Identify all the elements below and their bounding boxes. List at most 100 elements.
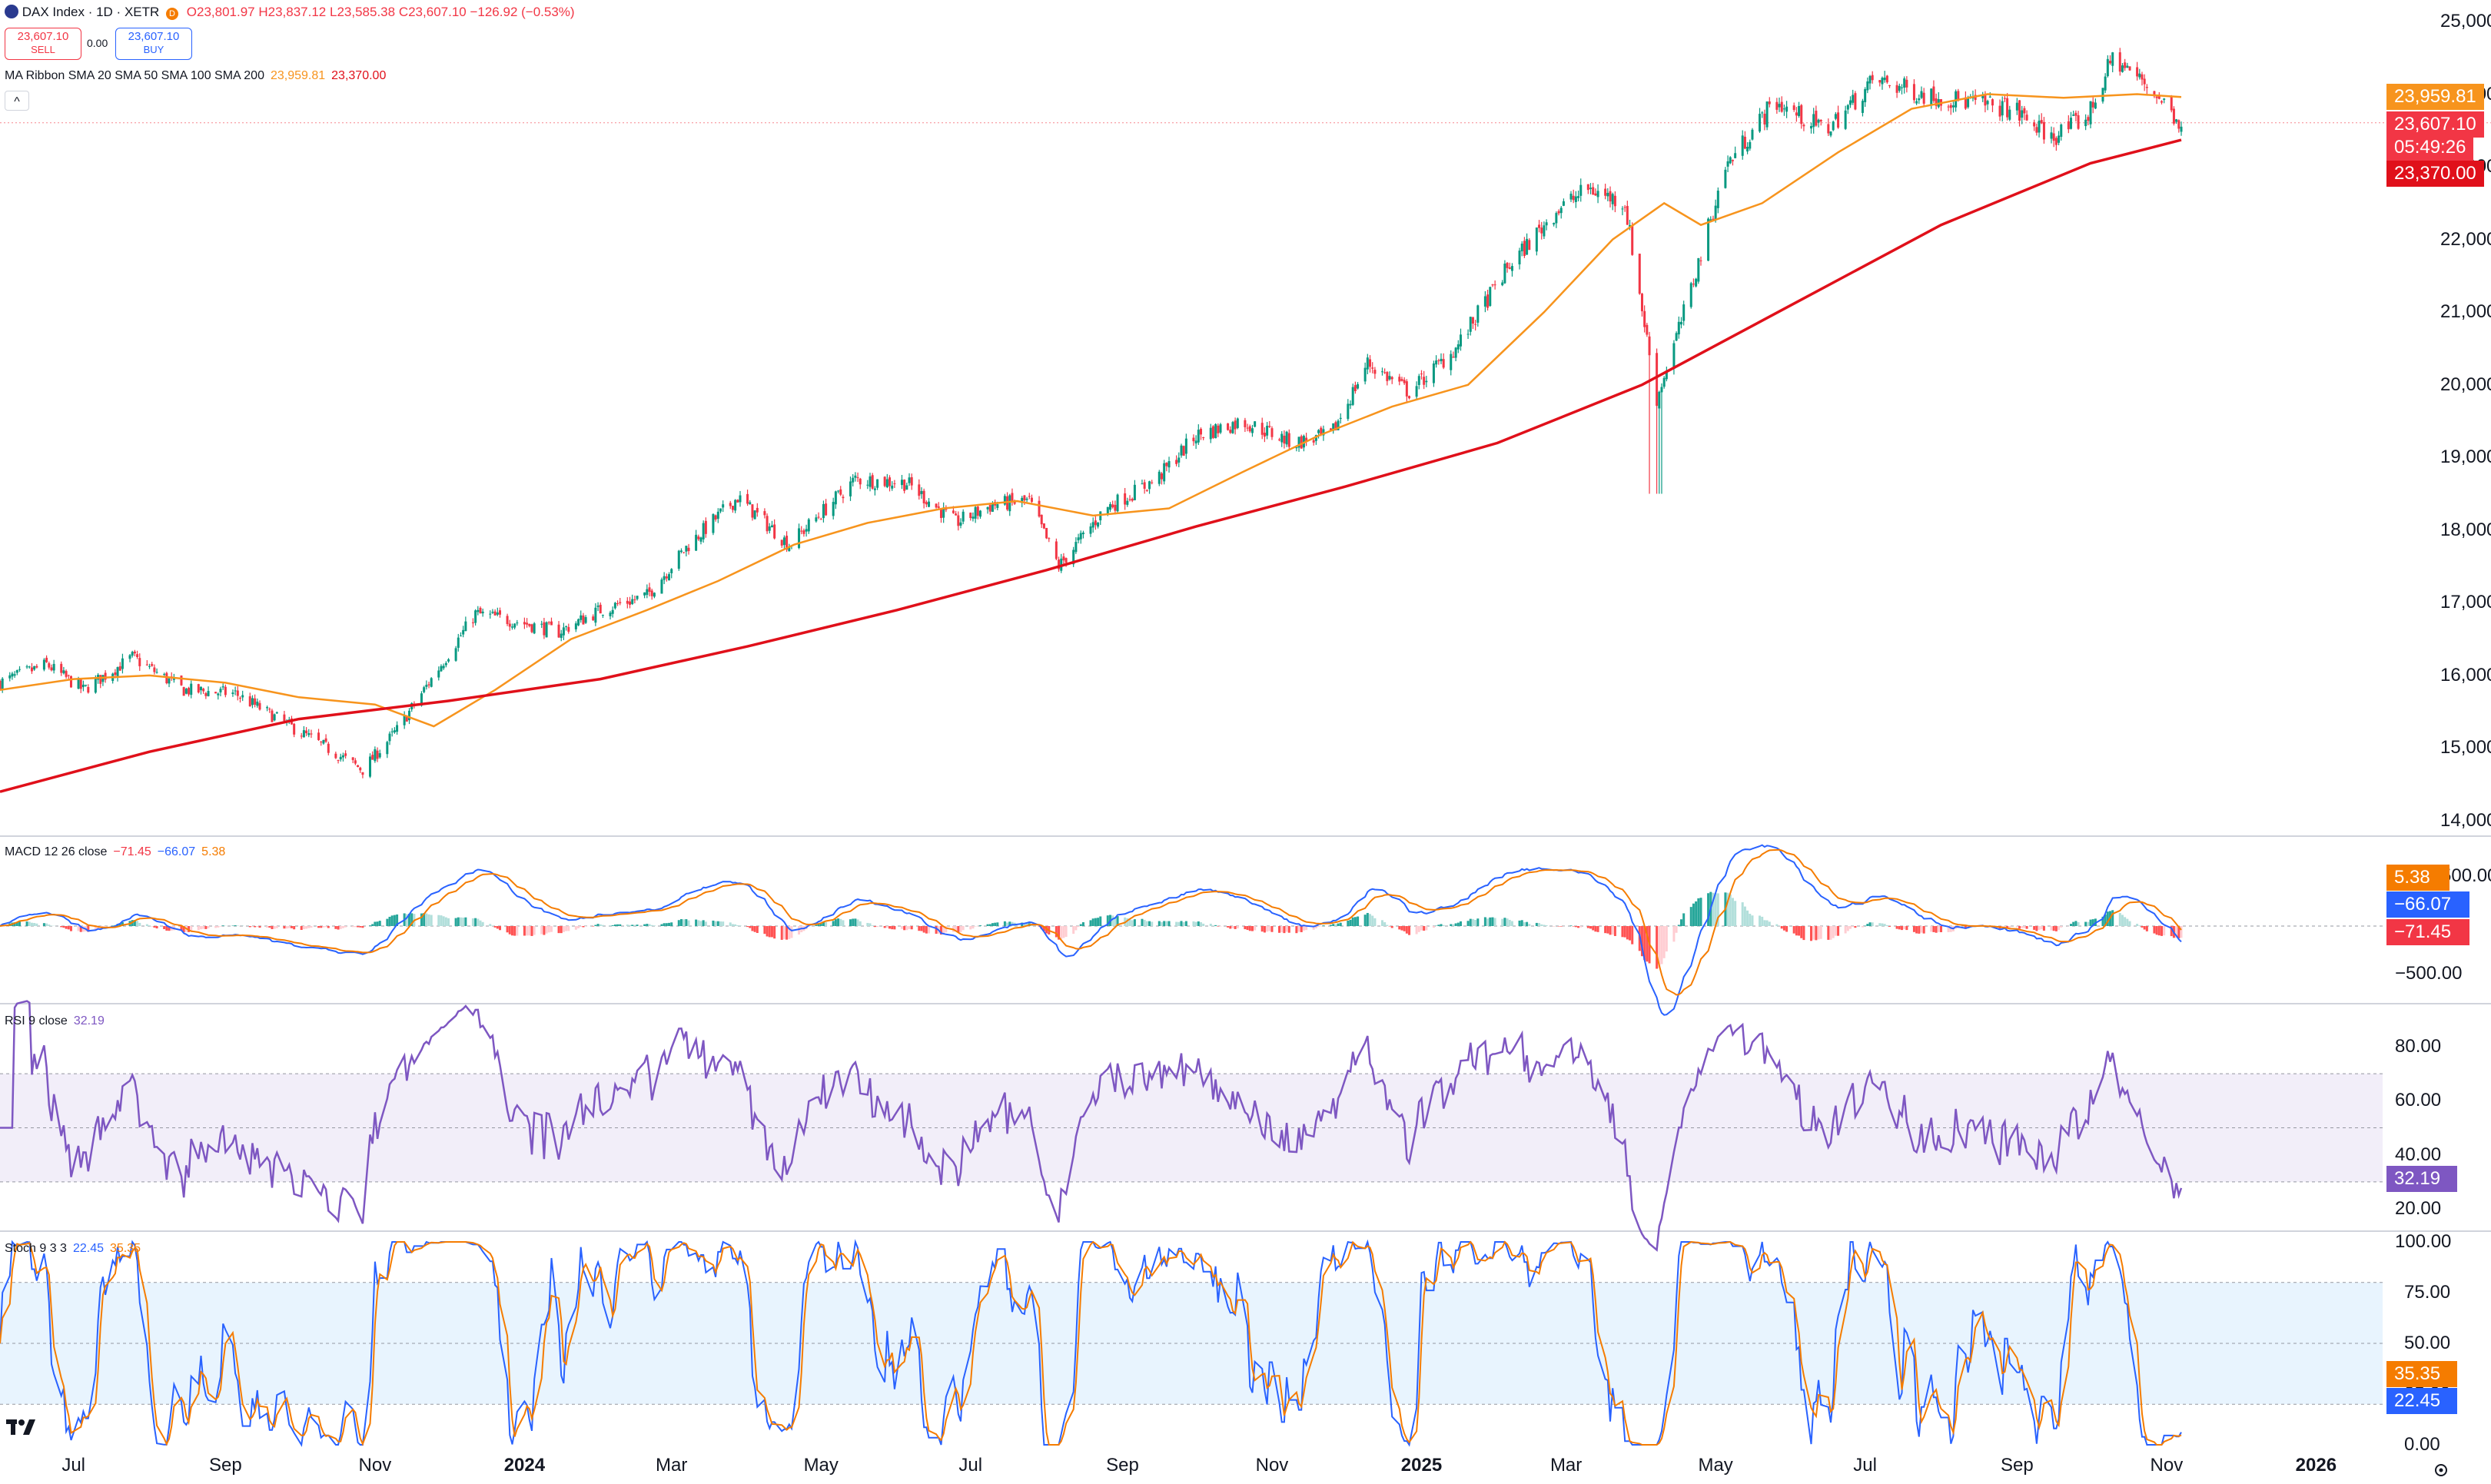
macd-histogram-bar <box>663 923 666 926</box>
candle-body <box>1621 208 1624 210</box>
candle-body <box>528 623 531 626</box>
macd-histogram-bar <box>1658 926 1661 968</box>
macd-histogram-bar <box>1915 926 1918 934</box>
macd-histogram-bar <box>231 925 234 926</box>
candle-body <box>1503 264 1506 284</box>
macd-histogram-bar <box>565 926 568 931</box>
candle-body <box>15 669 18 673</box>
candle-body <box>1405 381 1408 397</box>
macd-histogram-bar <box>2104 915 2107 926</box>
macd-histogram-bar <box>543 926 546 935</box>
macd-histogram-bar <box>155 926 158 929</box>
candle-body <box>1211 426 1214 438</box>
candle-body <box>1227 423 1230 430</box>
macd-axis-minus500: −500.00 <box>2395 963 2463 984</box>
candle-body <box>204 692 208 696</box>
macd-histogram-bar <box>1800 926 1803 938</box>
macd-histogram-bar <box>1408 926 1411 935</box>
candle-body <box>1846 105 1849 110</box>
candle-body <box>922 490 925 503</box>
candle-body <box>2077 115 2080 129</box>
collapse-legend-button[interactable]: ^ <box>5 91 29 111</box>
macd-histogram-bar <box>121 921 124 926</box>
candle-body <box>533 623 536 634</box>
macd-histogram-bar <box>2052 926 2055 931</box>
macd-histogram-bar <box>905 926 908 931</box>
candle-body <box>1852 95 1855 103</box>
macd-histogram-bar <box>567 926 570 931</box>
candle-body <box>996 504 999 508</box>
buy-button[interactable]: 23,607.10 BUY <box>115 28 192 60</box>
macd-legend[interactable]: MACD 12 26 close −71.45 −66.07 5.38 <box>5 845 231 859</box>
candle-body <box>408 710 411 721</box>
candle-body <box>1665 371 1668 380</box>
candle-body <box>1905 79 1908 88</box>
candle-body <box>1263 433 1266 437</box>
macd-histogram-bar <box>798 926 801 935</box>
macd-histogram-bar <box>337 926 340 930</box>
macd-histogram-bar <box>1631 926 1634 945</box>
ohlc-high: H23,837.12 <box>258 5 327 19</box>
macd-histogram-bar <box>393 915 396 926</box>
macd-histogram-bar <box>1491 917 1494 926</box>
macd-histogram-bar <box>562 926 565 932</box>
stoch-label: Stoch 9 3 3 <box>5 1242 67 1255</box>
macd-histogram-bar <box>1660 926 1663 964</box>
stoch-legend[interactable]: Stoch 9 3 3 22.45 35.35 <box>5 1242 147 1256</box>
macd-histogram-bar <box>2128 921 2131 926</box>
macd-histogram-bar <box>918 926 921 931</box>
candle-body <box>959 522 962 526</box>
candle-body <box>1192 437 1195 442</box>
candle-body <box>751 504 754 518</box>
candle-body <box>13 674 16 676</box>
candle-body <box>118 666 121 671</box>
macd-histogram-bar <box>1236 926 1239 928</box>
candle-body <box>540 623 543 625</box>
ma-ribbon-legend[interactable]: MA Ribbon SMA 20 SMA 50 SMA 100 SMA 200 2… <box>5 69 392 83</box>
sell-button[interactable]: 23,607.10 SELL <box>5 28 81 60</box>
candle-body <box>1798 106 1801 116</box>
candle-body <box>339 756 342 760</box>
stoch-axis-tick: 100.00 <box>2395 1231 2452 1252</box>
candle-body <box>819 519 822 520</box>
macd-histogram-bar <box>1077 926 1080 928</box>
macd-histogram-bar <box>1349 919 1352 926</box>
candle-body <box>1435 360 1438 365</box>
candle-body <box>753 510 756 520</box>
rsi-legend[interactable]: RSI 9 close 32.19 <box>5 1014 111 1028</box>
macd-histogram-bar <box>1202 923 1205 926</box>
candle-body <box>104 672 107 680</box>
macd-histogram-bar <box>1949 926 1952 932</box>
macd-histogram-bar <box>1798 926 1801 936</box>
macd-histogram-bar <box>457 917 460 926</box>
macd-histogram-bar <box>1785 926 1789 932</box>
candle-body <box>1844 110 1847 129</box>
candle-body <box>1469 317 1472 332</box>
candle-body <box>2035 127 2038 133</box>
settings-gear-icon[interactable] <box>2433 1462 2449 1479</box>
candle-body <box>584 617 587 623</box>
macd-histogram-bar <box>1746 910 1749 926</box>
sell-price: 23,607.10 <box>17 30 69 43</box>
macd-histogram-bar <box>405 914 408 926</box>
ohlc-open: O23,801.97 <box>186 5 255 19</box>
macd-histogram-bar <box>1629 926 1632 941</box>
candle-body <box>1332 423 1335 431</box>
candle-body <box>1297 437 1300 448</box>
candle-body <box>359 767 362 771</box>
macd-histogram-bar <box>646 924 649 926</box>
candle-body <box>668 574 671 581</box>
macd-histogram-bar <box>756 926 759 933</box>
candle-body <box>1991 99 1994 106</box>
candle-body <box>386 742 389 755</box>
macd-histogram-bar <box>819 923 822 926</box>
macd-histogram-bar <box>530 926 533 936</box>
macd-histogram-bar <box>2070 924 2073 926</box>
candle-body <box>2157 95 2161 99</box>
candle-body <box>653 593 656 597</box>
candle-body <box>199 686 202 691</box>
tradingview-logo-icon[interactable] <box>6 1416 37 1443</box>
macd-histogram-bar <box>508 926 511 935</box>
candle-body <box>430 678 433 687</box>
